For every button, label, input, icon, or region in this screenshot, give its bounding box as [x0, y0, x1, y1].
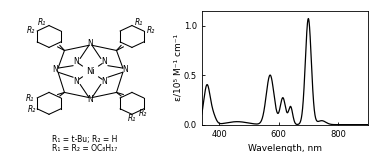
Text: R₁ = R₂ = OC₈H₁₇: R₁ = R₂ = OC₈H₁₇	[52, 144, 117, 152]
Text: R₂: R₂	[26, 26, 35, 35]
Text: R₂: R₂	[28, 105, 36, 114]
Text: N: N	[74, 77, 79, 86]
Text: R₂: R₂	[146, 26, 155, 35]
Text: R₁: R₁	[135, 18, 143, 27]
Y-axis label: ε/10⁵ M⁻¹ cm⁻¹: ε/10⁵ M⁻¹ cm⁻¹	[173, 34, 182, 101]
Text: N: N	[74, 57, 79, 66]
Text: N: N	[87, 39, 93, 48]
Text: R₁: R₁	[128, 114, 136, 123]
Text: R₂: R₂	[139, 109, 147, 119]
Text: N: N	[102, 57, 107, 66]
Text: Ni: Ni	[86, 67, 95, 76]
Text: R₁ = t-Bu; R₂ = H: R₁ = t-Bu; R₂ = H	[52, 135, 118, 144]
Text: R₁: R₁	[26, 94, 34, 103]
Text: N: N	[87, 95, 93, 104]
Text: N: N	[53, 65, 58, 74]
Text: N: N	[102, 77, 107, 86]
Text: R₁: R₁	[38, 18, 46, 27]
X-axis label: Wavelength, nm: Wavelength, nm	[248, 144, 322, 152]
Text: N: N	[123, 65, 128, 74]
